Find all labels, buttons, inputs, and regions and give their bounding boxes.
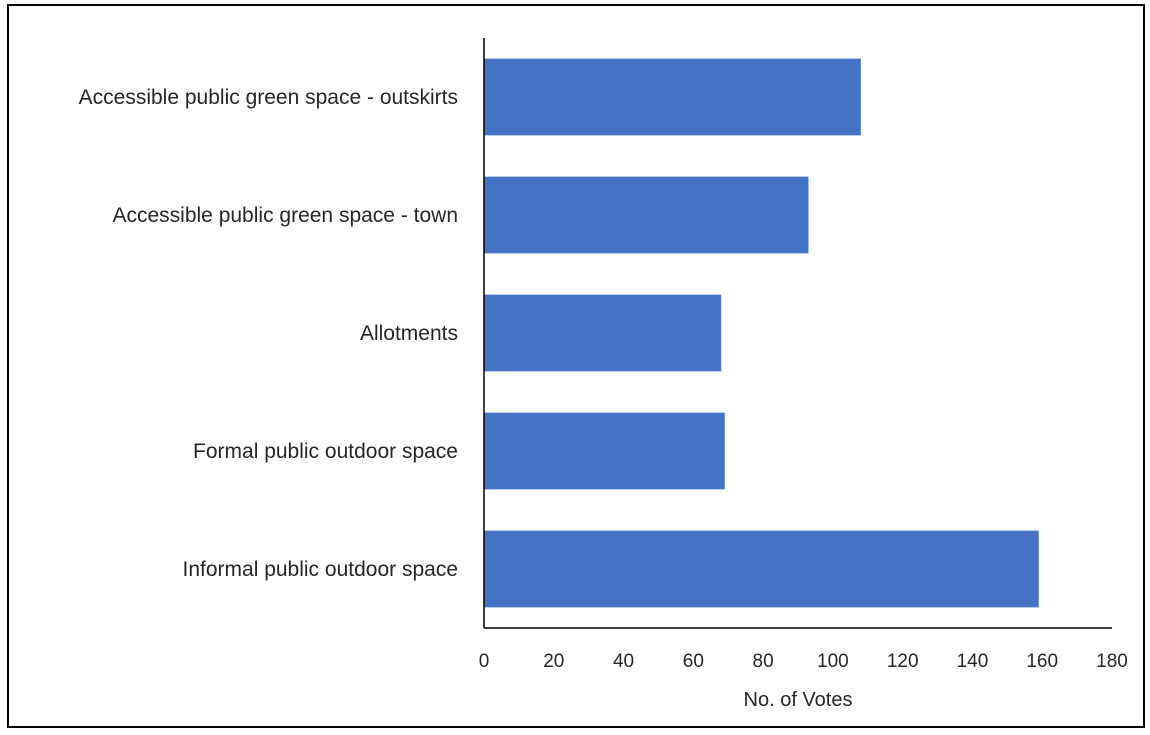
x-tick-label-2: 40 — [613, 651, 634, 672]
category-labels-group: Accessible public green space - outskirt… — [79, 86, 458, 581]
x-tick-label-5: 100 — [817, 651, 849, 672]
bar-0 — [484, 58, 861, 136]
bar-3 — [484, 412, 725, 490]
bar-4 — [484, 530, 1039, 608]
category-label-3: Formal public outdoor space — [193, 440, 458, 463]
x-tick-label-9: 180 — [1096, 651, 1128, 672]
bar-2 — [484, 294, 722, 372]
x-tick-label-7: 140 — [957, 651, 989, 672]
category-label-4: Informal public outdoor space — [183, 558, 459, 581]
x-tick-labels-group: 0 20 40 60 80 100 120 140 160 180 — [479, 651, 1128, 672]
x-tick-label-4: 80 — [753, 651, 774, 672]
x-tick-label-1: 20 — [543, 651, 564, 672]
category-label-1: Accessible public green space - town — [112, 204, 458, 227]
bar-1 — [484, 176, 809, 254]
bars-group — [484, 58, 1039, 608]
x-tick-label-6: 120 — [887, 651, 919, 672]
x-tick-label-0: 0 — [479, 651, 490, 672]
category-label-2: Allotments — [360, 322, 458, 345]
x-tick-label-8: 160 — [1026, 651, 1058, 672]
category-label-0: Accessible public green space - outskirt… — [79, 86, 458, 109]
x-tick-label-3: 60 — [683, 651, 704, 672]
x-axis-title: No. of Votes — [744, 689, 853, 711]
